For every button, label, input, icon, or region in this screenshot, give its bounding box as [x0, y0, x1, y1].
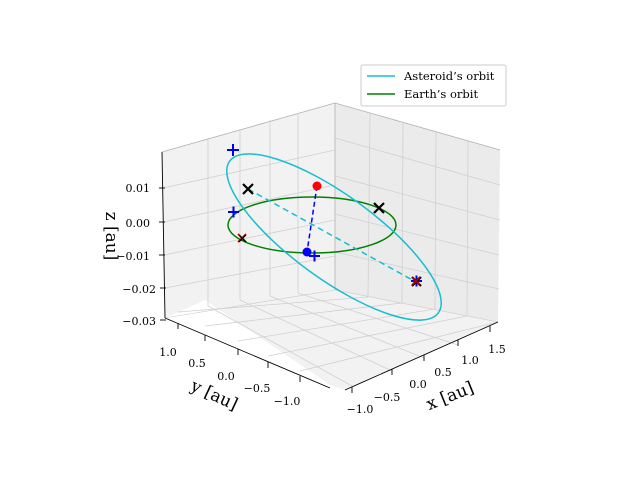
y-tick-label: −0.5: [244, 382, 271, 395]
plus-marker: [309, 250, 320, 262]
grid-line: [334, 175, 501, 221]
grid-line: [163, 219, 336, 256]
grid-line: [163, 184, 336, 223]
y-tick-label: 0.5: [188, 357, 206, 370]
pane-edge-floor-right: [334, 289, 499, 323]
earth-orbit: [227, 196, 397, 254]
grid-line: [164, 255, 336, 289]
grid-line: [177, 296, 369, 313]
grid-line: [334, 251, 500, 290]
y-axis-line: [164, 317, 331, 389]
grid-line: [466, 140, 469, 317]
z-tick-label: −0.03: [122, 315, 156, 328]
grid-line: [334, 137, 501, 186]
x-tick-label: 0.0: [409, 378, 427, 391]
x-marker: [242, 183, 254, 195]
grid-line: [434, 130, 437, 310]
grid-line: [267, 315, 468, 357]
legend-label-earth: Earth’s orbit: [404, 87, 478, 101]
markers-x-black-front: [238, 234, 247, 243]
x-marker: [373, 202, 385, 214]
right-wall-pane: [335, 103, 500, 322]
z-tick-label: −0.01: [116, 250, 150, 263]
y-tick-label: −1.0: [274, 395, 301, 408]
axes-panes: [161, 102, 501, 390]
z-tick-labels: 0.01 0.00 −0.01 −0.02 −0.03: [116, 182, 156, 328]
z-axis-line: [161, 151, 166, 319]
red-dot-marker: [312, 181, 322, 191]
grid-line: [239, 299, 393, 372]
plus-marker: [228, 206, 239, 218]
legend-label-asteroid: Asteroid’s orbit: [403, 69, 495, 83]
markers-plus-blue: [227, 144, 422, 287]
grid-line: [297, 292, 459, 346]
y-tick-label: 0.0: [217, 370, 235, 383]
axis-lines: [161, 151, 499, 391]
blue-dot-marker: [302, 247, 312, 257]
legend-box: [360, 64, 507, 107]
x-axis-line: [344, 321, 499, 391]
x-tick-label: 0.5: [434, 366, 452, 379]
z-tick-label: 0.00: [126, 217, 151, 230]
legend: Asteroid’s orbit Earth’s orbit: [360, 64, 507, 107]
grid-line: [207, 305, 353, 387]
x-tick-labels: −1.0 −0.5 0.0 0.5 1.0 1.5: [347, 343, 506, 416]
x-tick-label: 1.0: [461, 354, 479, 367]
asteroid-orbit: [226, 153, 442, 321]
z-axis-label: z [au]: [101, 212, 121, 261]
x-tick-label: 1.5: [488, 343, 506, 356]
grid-line: [237, 308, 436, 342]
grid-line: [299, 321, 499, 372]
asteroid-node-line: [247, 188, 417, 283]
plus-marker: [227, 144, 239, 156]
y-tick-label: 1.0: [159, 346, 177, 359]
x-tick-label: −1.0: [347, 403, 374, 416]
z-tick-label: −0.02: [122, 283, 156, 296]
x-marker: [238, 234, 247, 243]
grid-line: [269, 295, 425, 359]
grid-line: [162, 149, 336, 189]
z-tick-label: 0.01: [126, 182, 151, 195]
x-tick-label: −0.5: [374, 391, 401, 404]
y-tick-labels: 1.0 0.5 0.0 −0.5 −1.0: [159, 346, 300, 408]
x-marker-red: [411, 276, 421, 286]
x-axis-label: x [au]: [424, 378, 477, 415]
grid-line: [334, 213, 500, 256]
pane-edge-floor-left: [164, 289, 336, 319]
left-wall-pane: [162, 103, 335, 318]
earth-asteroid-link: [306, 185, 318, 253]
tick-marks: [159, 187, 491, 393]
grid-line: [401, 121, 404, 304]
